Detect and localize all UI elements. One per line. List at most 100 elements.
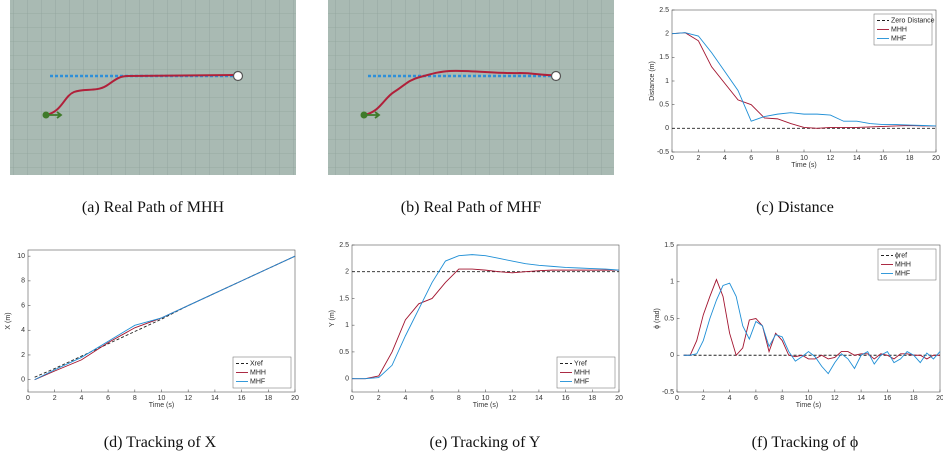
caption: (f) Tracking of ϕ xyxy=(752,434,859,451)
y-tick-label: 0 xyxy=(670,352,674,359)
x-tick-label: 10 xyxy=(482,395,490,402)
sim-panel-a xyxy=(10,0,296,175)
x-tick-label: 6 xyxy=(106,395,110,402)
robot-path xyxy=(363,69,557,116)
start-point xyxy=(42,111,50,119)
series-line xyxy=(34,255,296,378)
x-tick-label: 0 xyxy=(670,155,674,162)
x-tick-label: 16 xyxy=(238,395,246,402)
x-tick-label: 2 xyxy=(53,395,57,402)
x-tick-label: 0 xyxy=(675,395,679,402)
y-tick-label: 2 xyxy=(345,269,349,276)
legend-label: MHF xyxy=(895,270,910,277)
x-tick-label: 12 xyxy=(827,155,835,162)
legend-label: MHF xyxy=(891,35,906,42)
x-tick-label: 20 xyxy=(936,395,943,402)
y-tick-label: 2 xyxy=(21,352,25,359)
x-tick-label: 16 xyxy=(879,155,887,162)
y-tick-label: 0.5 xyxy=(659,102,669,109)
series-line xyxy=(683,282,941,375)
sim-panel-b xyxy=(328,0,614,175)
x-axis-label: Time (s) xyxy=(791,162,816,169)
y-axis-label: Distance (m) xyxy=(649,61,656,101)
goal-point xyxy=(550,70,562,82)
x-axis-label: Time (s) xyxy=(149,402,174,409)
x-tick-label: 8 xyxy=(133,395,137,402)
y-tick-label: 0 xyxy=(665,125,669,132)
legend-label: Yref xyxy=(574,360,587,367)
y-tick-label: 2.5 xyxy=(339,242,349,249)
legend-label: MHH xyxy=(574,369,590,376)
x-tick-label: 12 xyxy=(508,395,516,402)
x-tick-label: 4 xyxy=(728,395,732,402)
series-line xyxy=(34,255,296,381)
x-tick-label: 8 xyxy=(776,155,780,162)
x-tick-label: 0 xyxy=(26,395,30,402)
goal-point xyxy=(232,70,244,82)
x-tick-label: 10 xyxy=(800,155,808,162)
y-tick-label: 1 xyxy=(670,279,674,286)
x-tick-label: 20 xyxy=(291,395,299,402)
x-tick-label: 20 xyxy=(615,395,623,402)
y-axis-label: X (m) xyxy=(5,312,12,329)
y-tick-label: 1.5 xyxy=(659,54,669,61)
legend-label: MHH xyxy=(250,369,266,376)
x-tick-label: 16 xyxy=(562,395,570,402)
x-tick-label: 12 xyxy=(184,395,192,402)
series-line xyxy=(352,268,619,380)
x-tick-label: 4 xyxy=(79,395,83,402)
x-tick-label: 14 xyxy=(853,155,861,162)
x-tick-label: 8 xyxy=(457,395,461,402)
y-tick-label: 1 xyxy=(345,322,349,329)
legend-label: Xref xyxy=(250,360,263,367)
sim-background xyxy=(328,0,614,175)
y-tick-label: 4 xyxy=(21,327,25,334)
sim-background xyxy=(10,0,296,175)
x-tick-label: 18 xyxy=(906,155,914,162)
caption: (a) Real Path of MHH xyxy=(82,199,225,216)
x-tick-label: 0 xyxy=(350,395,354,402)
y-tick-label: 2 xyxy=(665,31,669,38)
y-tick-label: -0.5 xyxy=(657,149,669,156)
heading-arrow xyxy=(48,111,63,119)
x-tick-label: 8 xyxy=(780,395,784,402)
y-tick-label: 6 xyxy=(21,302,25,309)
y-tick-label: 10 xyxy=(17,253,25,260)
x-tick-label: 16 xyxy=(884,395,892,402)
x-tick-label: 6 xyxy=(754,395,758,402)
x-tick-label: 6 xyxy=(430,395,434,402)
y-tick-label: 1 xyxy=(665,78,669,85)
caption: (b) Real Path of MHF xyxy=(401,199,542,216)
caption: (d) Tracking of X xyxy=(104,434,217,451)
x-tick-label: 2 xyxy=(696,155,700,162)
legend-label: MHH xyxy=(895,261,911,268)
x-tick-label: 14 xyxy=(211,395,219,402)
x-tick-label: 14 xyxy=(535,395,543,402)
x-tick-label: 4 xyxy=(723,155,727,162)
y-tick-label: -0.5 xyxy=(662,389,674,396)
y-axis-label: ϕ (rad) xyxy=(654,308,661,329)
series-line xyxy=(671,32,937,127)
caption: (c) Distance xyxy=(756,199,834,216)
x-tick-label: 12 xyxy=(831,395,839,402)
legend-label: Zero Distance xyxy=(891,17,935,24)
x-tick-label: 18 xyxy=(910,395,918,402)
legend-label: ϕref xyxy=(895,252,907,259)
legend-label: MHF xyxy=(250,378,265,385)
x-tick-label: 10 xyxy=(158,395,166,402)
y-tick-label: 0.5 xyxy=(664,315,674,322)
y-tick-label: 2.5 xyxy=(659,7,669,14)
heading-arrow xyxy=(366,111,381,119)
series-line xyxy=(671,32,936,129)
x-tick-label: 20 xyxy=(932,155,940,162)
y-tick-label: 0 xyxy=(345,375,349,382)
caption: (e) Tracking of Y xyxy=(430,434,541,451)
y-axis-label: Y (m) xyxy=(329,310,336,327)
y-tick-label: 8 xyxy=(21,278,25,285)
y-tick-label: 0 xyxy=(21,376,25,383)
x-tick-label: 18 xyxy=(264,395,272,402)
series-line xyxy=(683,278,940,360)
